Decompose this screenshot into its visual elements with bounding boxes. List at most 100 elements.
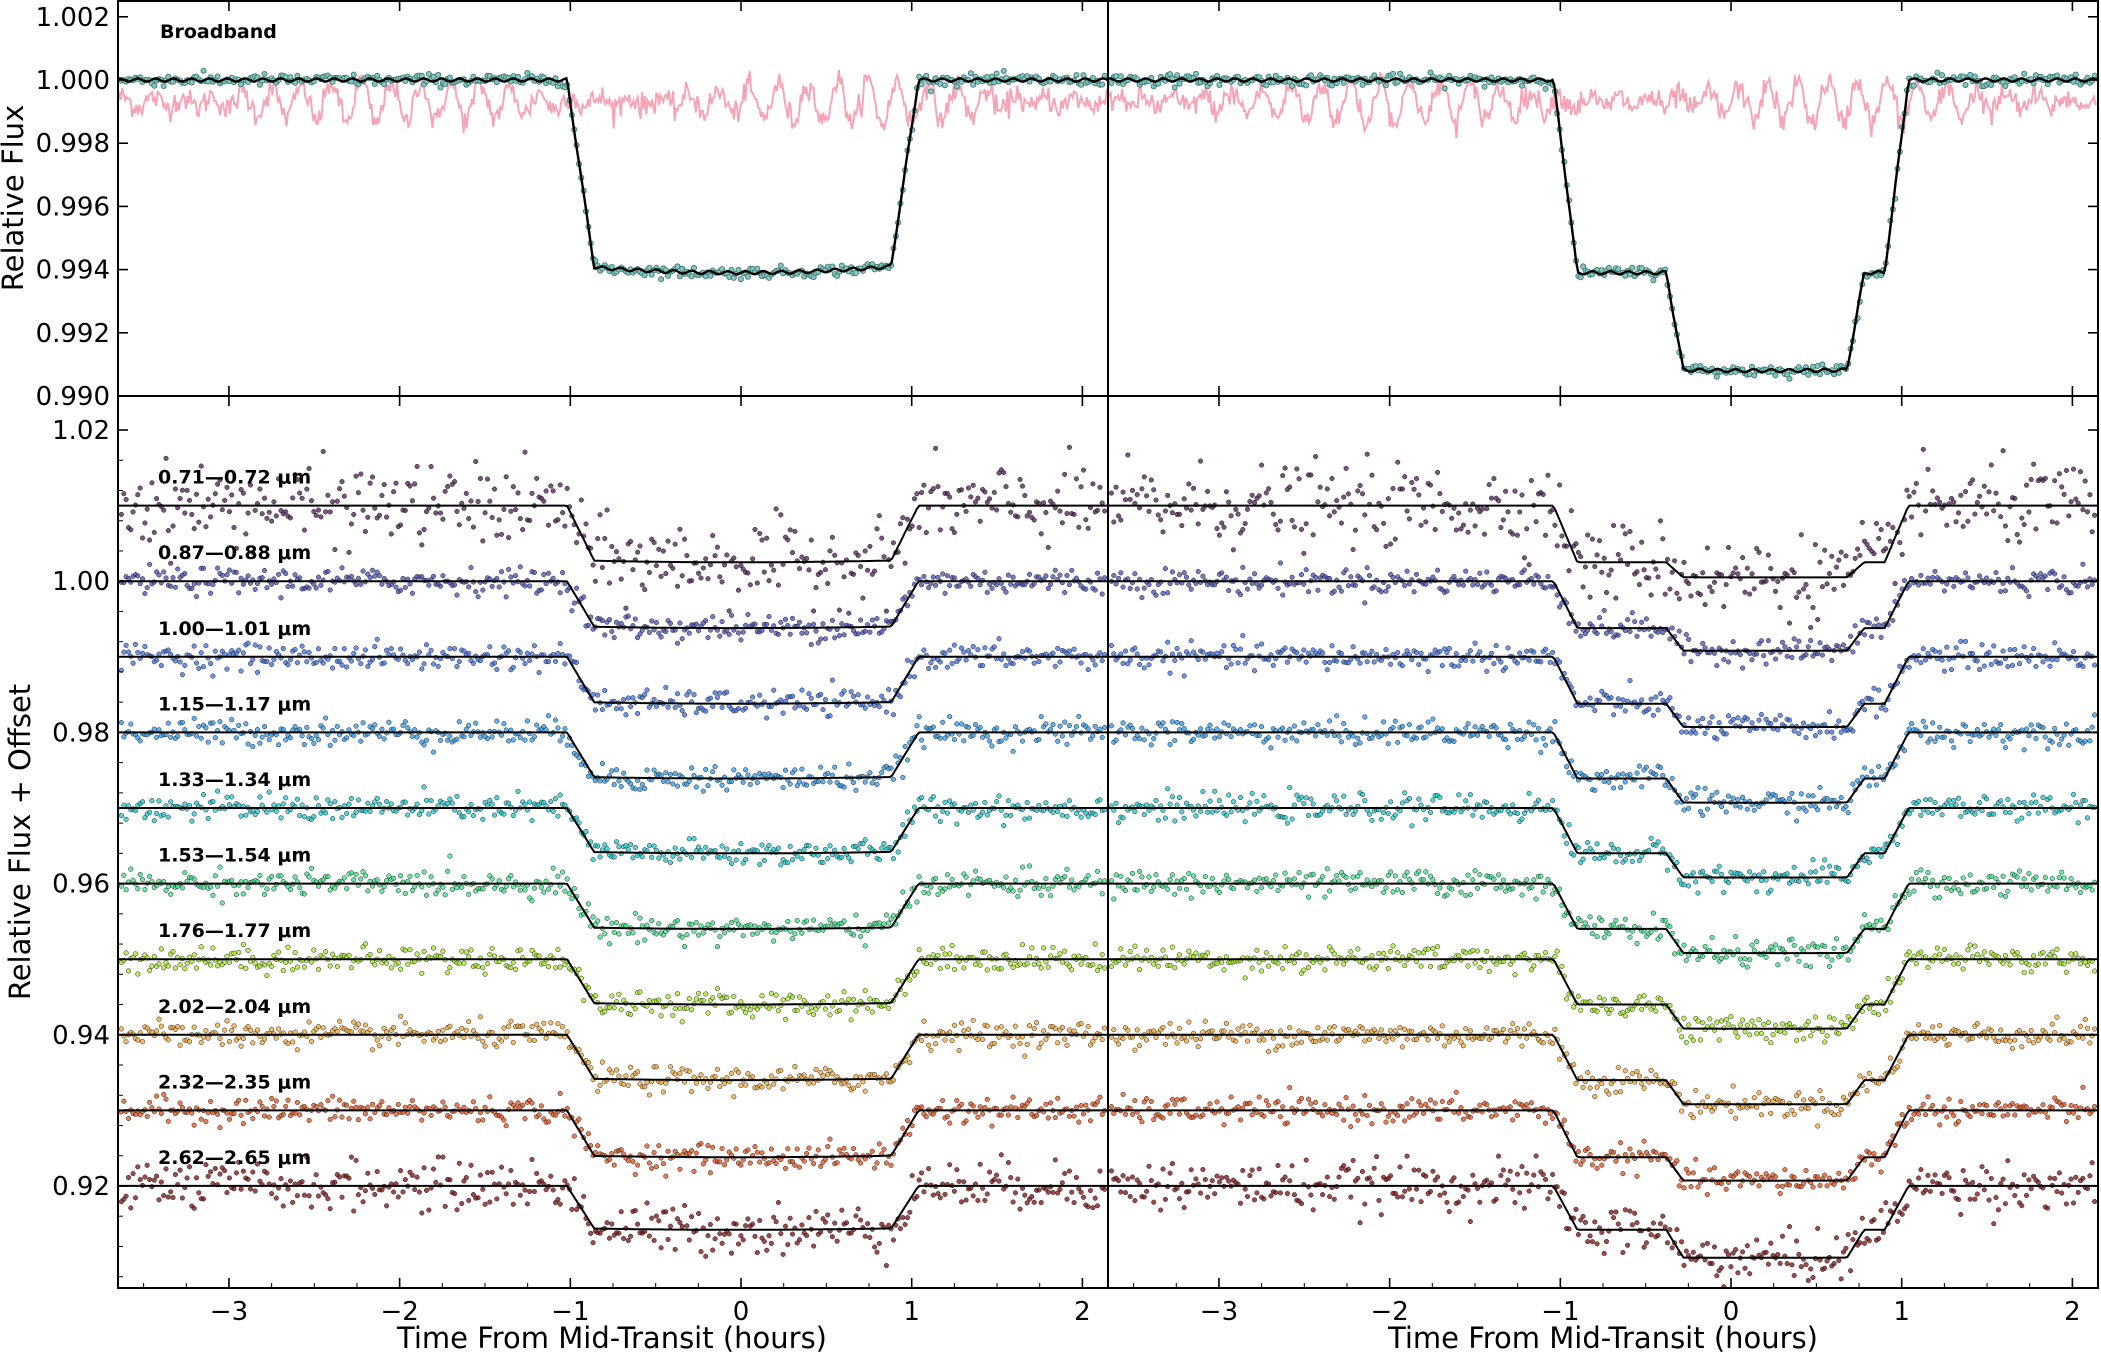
- spectral-point: [1686, 637, 1691, 642]
- spectral-point: [619, 706, 624, 711]
- spectral-point: [933, 583, 938, 588]
- spectral-point: [638, 787, 643, 792]
- spectral-point: [1837, 719, 1842, 724]
- spectral-point: [666, 539, 671, 544]
- spectral-point: [595, 693, 600, 698]
- spectral-point: [1930, 489, 1935, 494]
- spectral-point: [260, 735, 265, 740]
- spectral-point: [129, 528, 134, 533]
- spectral-point: [321, 449, 326, 454]
- spectral-point: [330, 666, 335, 671]
- spectral-point: [1977, 494, 1982, 499]
- spectral-point: [560, 570, 565, 575]
- spectral-point: [309, 498, 314, 503]
- spectral-point: [527, 518, 532, 523]
- spectral-point: [1140, 487, 1145, 492]
- spectral-point: [1804, 582, 1809, 587]
- spectral-point: [495, 576, 500, 581]
- spectral-point: [755, 581, 760, 586]
- spectral-point: [1804, 735, 1809, 740]
- spectral-point: [422, 527, 427, 532]
- spectral-point: [476, 594, 481, 599]
- spectral-point: [764, 622, 769, 627]
- spectral-point: [1454, 651, 1459, 656]
- spectral-point: [1923, 509, 1928, 514]
- spectral-point: [488, 499, 493, 504]
- spectral-point: [1482, 532, 1487, 537]
- spectral-point: [126, 650, 131, 655]
- spectral-point: [1008, 510, 1013, 515]
- spectral-point: [621, 771, 626, 776]
- broadband-point: [1118, 74, 1123, 79]
- spectral-point: [1119, 518, 1124, 523]
- broadband-point: [659, 277, 664, 282]
- broadband-point: [708, 273, 713, 278]
- spectral-point: [1187, 482, 1192, 487]
- spectral-point: [1311, 533, 1316, 538]
- spectral-point: [647, 570, 652, 575]
- spectral-point: [1201, 574, 1206, 579]
- spectral-point: [1435, 568, 1440, 573]
- spectral-point: [1837, 558, 1842, 563]
- spectral-point: [689, 578, 694, 583]
- spectral-point: [675, 641, 680, 646]
- spectral-point: [351, 733, 356, 738]
- spectral-point: [1252, 668, 1257, 673]
- spectral-point: [1543, 647, 1548, 652]
- spectral-point: [2045, 587, 2050, 592]
- spectral-point: [1027, 572, 1032, 577]
- spectral-point: [1818, 641, 1823, 646]
- spectral-point: [262, 496, 267, 501]
- broadband-point: [738, 277, 743, 282]
- spectral-point: [319, 583, 324, 588]
- spectral-point: [1703, 602, 1708, 607]
- spectral-point: [164, 456, 169, 461]
- spectral-point: [1916, 583, 1921, 588]
- spectral-point: [1114, 485, 1119, 490]
- spectral-point: [511, 665, 516, 670]
- spectral-point: [1412, 487, 1417, 492]
- spectral-point: [994, 583, 999, 588]
- spectral-point: [194, 594, 199, 599]
- spectral-point: [1109, 491, 1114, 496]
- spectral-point: [832, 553, 837, 558]
- spectral-point: [1027, 649, 1032, 654]
- spectral-point: [213, 735, 218, 740]
- broadband-point: [778, 263, 783, 268]
- spectral-point: [945, 573, 950, 578]
- spectral-point: [978, 583, 983, 588]
- spectral-point: [1154, 498, 1159, 503]
- spectral-point: [499, 569, 504, 574]
- spectral-point: [154, 735, 159, 740]
- spectral-point: [1933, 649, 1938, 654]
- spectral-point: [809, 538, 814, 543]
- spectral-point: [1304, 567, 1309, 572]
- spectral-point: [1776, 728, 1781, 733]
- spectral-point: [1658, 691, 1663, 696]
- spectral-point: [999, 657, 1004, 662]
- spectral-point: [258, 741, 263, 746]
- spectral-point: [255, 670, 260, 675]
- broadband-point: [1290, 83, 1295, 88]
- spectral-point: [1506, 646, 1511, 651]
- spectral-point: [253, 643, 258, 648]
- spectral-point: [1067, 582, 1072, 587]
- spectral-point: [1250, 493, 1255, 498]
- spectral-point: [635, 550, 640, 555]
- spectral-point: [875, 527, 880, 532]
- spectral-point: [363, 529, 368, 534]
- spectral-point: [265, 516, 270, 521]
- spectral-point: [445, 484, 450, 489]
- spectral-point: [2081, 507, 2086, 512]
- spectral-point: [199, 650, 204, 655]
- spectral-point: [504, 595, 509, 600]
- spectral-point: [1792, 637, 1797, 642]
- spectral-point: [1867, 621, 1872, 626]
- spectral-point: [1982, 664, 1987, 669]
- broadband-point: [1175, 73, 1180, 78]
- spectral-point: [1332, 589, 1337, 594]
- spectral-point: [715, 545, 720, 550]
- spectral-point: [1363, 601, 1368, 606]
- spectral-point: [1726, 545, 1731, 550]
- spectral-point: [1616, 633, 1621, 638]
